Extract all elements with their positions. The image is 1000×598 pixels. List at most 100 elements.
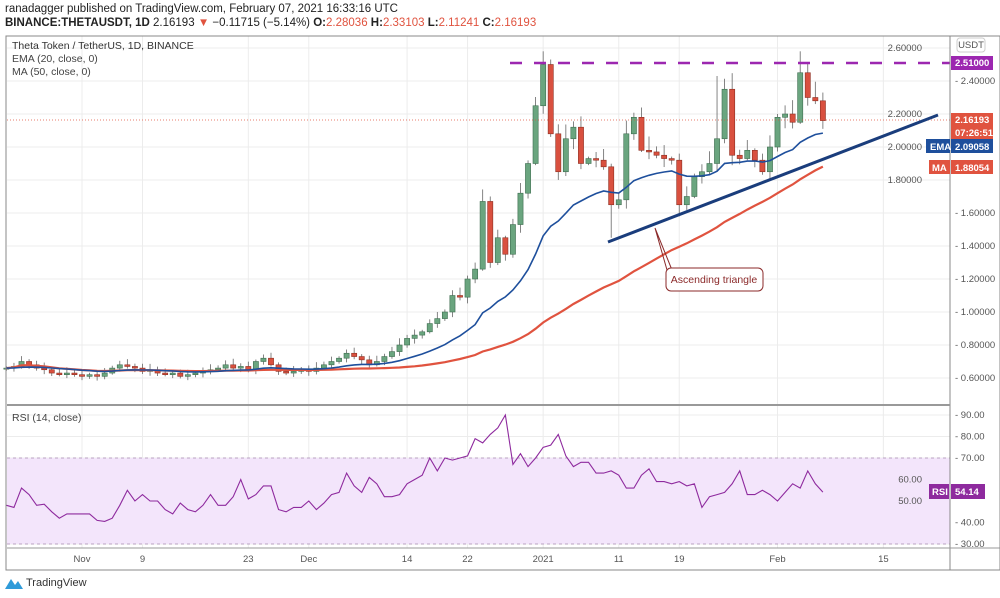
price-tick-label: - 1.40000 <box>955 241 995 252</box>
candle-down <box>71 372 78 375</box>
price-tick-label: 2.60000 <box>888 43 922 54</box>
resistance-tag <box>951 56 993 70</box>
candle-up <box>782 113 788 118</box>
price-tag-value: 2.16193 <box>955 115 989 126</box>
candle-up <box>184 374 191 377</box>
candle-down <box>547 64 554 135</box>
candle-down <box>177 372 184 377</box>
candle-down <box>94 374 101 377</box>
candle-down <box>162 372 169 375</box>
high-label: H: <box>370 17 383 29</box>
candle-up <box>411 334 418 339</box>
price-tick-label: - 1.20000 <box>955 274 995 285</box>
rsi-band <box>7 458 950 544</box>
candle-down <box>79 374 85 377</box>
candle-up <box>260 357 267 362</box>
open-label: O: <box>313 17 327 29</box>
candle-down <box>41 367 48 371</box>
high-value: 2.33103 <box>382 17 425 29</box>
candle-down <box>812 97 819 102</box>
candle-down <box>593 158 599 161</box>
ema-tag-label: EMA <box>930 142 951 153</box>
candle-up <box>494 237 501 263</box>
candle-up <box>381 356 388 362</box>
rsi-legend[interactable]: RSI (14, close) <box>12 412 82 424</box>
time-tick-label: 23 <box>243 554 254 565</box>
candle-down <box>676 159 683 206</box>
candle-up <box>714 138 720 164</box>
time-tick-label: 2021 <box>533 554 554 565</box>
price-tick-label: - 0.60000 <box>955 373 995 384</box>
candle-down <box>804 72 811 98</box>
candle-down <box>751 150 758 161</box>
rsi-tick-label: - 80.00 <box>955 432 985 443</box>
rsi-tag-label: RSI <box>932 487 948 498</box>
price-tag <box>951 113 993 126</box>
time-tick-label: 11 <box>614 554 624 565</box>
candle-up <box>472 268 479 280</box>
candle-up <box>562 138 569 173</box>
ascending-trendline[interactable] <box>607 113 939 244</box>
ema-20-line <box>6 132 824 373</box>
candle-up <box>615 199 622 206</box>
currency-badge[interactable] <box>956 37 986 53</box>
rsi-tick-label: - 70.00 <box>955 453 985 464</box>
candle-up <box>797 72 804 123</box>
candle-up <box>396 344 403 352</box>
candle-down <box>358 356 365 361</box>
candle-down <box>661 154 668 159</box>
price-change: −0.11715 (−5.14%) <box>212 17 311 29</box>
candle-down <box>351 352 358 357</box>
down-arrow-icon: ▼ <box>197 17 210 29</box>
ma-value: 1.88054 <box>955 163 990 174</box>
annotation-box[interactable] <box>665 267 764 292</box>
price-tick-label: 2.20000 <box>888 109 922 120</box>
ema-legend[interactable]: EMA (20, close, 0) <box>12 53 98 65</box>
ema-value: 2.09058 <box>955 142 989 153</box>
chart-title: Theta Token / TetherUS, 1D, BINANCE <box>12 40 194 52</box>
candle-down <box>124 364 131 367</box>
chart-border <box>5 35 1000 571</box>
candle-up <box>116 364 123 369</box>
candle-up <box>321 364 327 369</box>
ma-legend[interactable]: MA (50, close, 0) <box>12 66 91 78</box>
low-label: L: <box>427 17 439 29</box>
candle-down <box>653 151 660 156</box>
time-tick-label: 14 <box>402 554 413 565</box>
ma-tag-label: MA <box>932 163 947 174</box>
open-value: 2.28036 <box>326 17 368 29</box>
candle-up <box>63 372 70 375</box>
time-tick-label: Feb <box>769 554 785 565</box>
candle-up <box>237 366 244 369</box>
close-label: C: <box>482 17 495 29</box>
candle-up <box>101 372 108 377</box>
price-tick-label: - 1.00000 <box>955 307 995 318</box>
candle-up <box>683 196 690 206</box>
candle-up <box>721 88 728 140</box>
candle-down <box>668 158 675 161</box>
resistance-value: 2.51000 <box>955 58 989 69</box>
price-tick-label: - 0.80000 <box>955 340 995 351</box>
candle-up <box>623 133 630 201</box>
currency-label: USDT <box>958 40 984 51</box>
price-tick-label: 1.80000 <box>888 175 922 186</box>
candle-down <box>502 237 509 255</box>
rsi-tick-label: 60.00 <box>898 475 922 486</box>
tradingview-logo[interactable]: TradingView <box>5 577 87 589</box>
candle-up <box>585 158 592 164</box>
price-tick-label: - 2.40000 <box>955 76 995 87</box>
candle-down <box>736 154 743 159</box>
ema-tag <box>926 139 950 153</box>
ema-value-tag <box>951 139 993 153</box>
candle-down <box>819 100 826 121</box>
candle-up <box>441 311 448 319</box>
candle-down <box>230 364 237 369</box>
candle-down <box>759 159 766 173</box>
time-tick-label: Dec <box>300 554 317 565</box>
time-tick-label: 9 <box>140 554 145 565</box>
candle-up <box>630 117 637 135</box>
candle-up <box>419 331 426 336</box>
time-tick-label: 15 <box>878 554 889 565</box>
publish-info: ranadagger published on TradingView.com,… <box>5 3 398 15</box>
